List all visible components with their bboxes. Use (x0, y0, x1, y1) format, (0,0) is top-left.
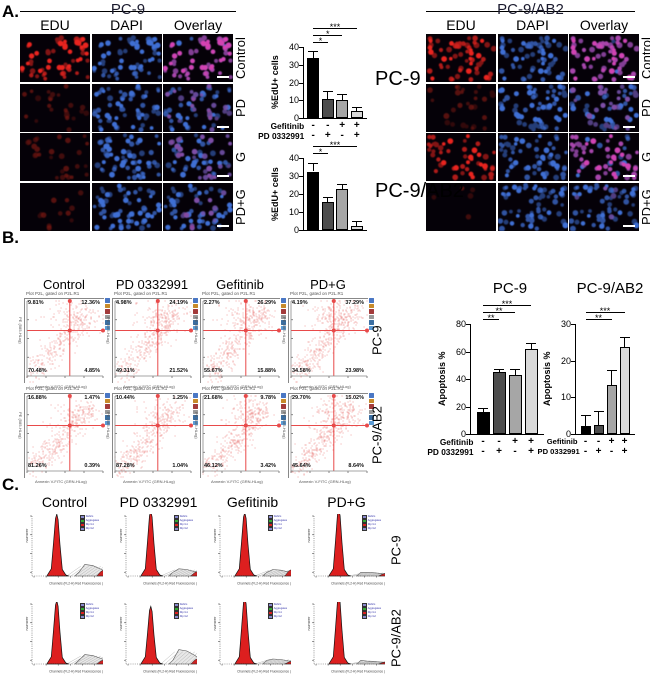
svg-text:Number: Number (308, 528, 311, 543)
svg-text:Channels (FL2-H) Red Fluoresce: Channels (FL2-H) Red Fluorescence (FL2-H… (49, 582, 103, 586)
svg-text:Number: Number (26, 616, 29, 631)
svg-text:Channels (FL2-H) Red Fluoresce: Channels (FL2-H) Red Fluorescence (FL2-H… (331, 670, 385, 674)
svg-text:Number: Number (308, 616, 311, 631)
svg-text:Number: Number (26, 528, 29, 543)
svg-text:Number: Number (120, 616, 123, 631)
svg-text:Channels (FL2-H) Red Fluoresce: Channels (FL2-H) Red Fluorescence (FL2-H… (237, 582, 291, 586)
svg-text:Channels (FL2-H) Red Fluoresce: Channels (FL2-H) Red Fluorescence (FL2-H… (143, 670, 197, 674)
svg-text:Channels (FL2-H) Red Fluoresce: Channels (FL2-H) Red Fluorescence (FL2-H… (237, 670, 291, 674)
svg-text:Number: Number (214, 528, 217, 543)
svg-text:Number: Number (214, 616, 217, 631)
svg-text:Channels (FL2-H) Red Fluoresce: Channels (FL2-H) Red Fluorescence (FL2-H… (143, 582, 197, 586)
svg-text:Channels (FL2-H) Red Fluoresce: Channels (FL2-H) Red Fluorescence (FL2-H… (331, 582, 385, 586)
svg-text:Channels (FL2-H) Red Fluoresce: Channels (FL2-H) Red Fluorescence (FL2-H… (49, 670, 103, 674)
svg-text:Number: Number (120, 528, 123, 543)
